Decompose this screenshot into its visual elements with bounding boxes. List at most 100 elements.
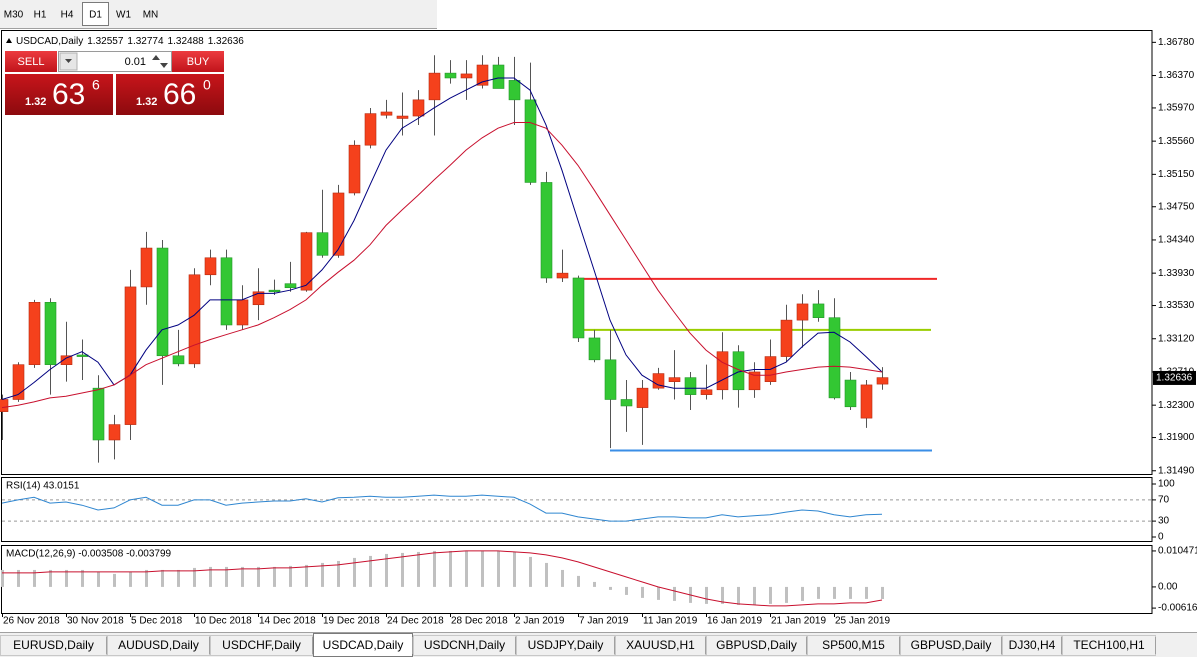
- ask-price-box[interactable]: 1.32 66 0: [116, 74, 224, 115]
- symbol-tab[interactable]: USDCNH,Daily: [413, 635, 516, 656]
- tab-label[interactable]: DJ30,H4: [1009, 638, 1056, 652]
- price-prefix[interactable]: 1.32: [25, 96, 46, 108]
- tab-label[interactable]: GBPUSD,Daily: [911, 638, 992, 652]
- timeframe-label[interactable]: W1: [116, 10, 131, 21]
- collapse-icon: [6, 38, 12, 43]
- bid-price-box[interactable]: 1.32 63 6: [5, 74, 113, 115]
- tab-label[interactable]: GBPUSD,Daily: [716, 638, 797, 652]
- symbol-tab[interactable]: AUDUSD,Daily: [107, 635, 210, 656]
- price-sup[interactable]: 6: [92, 77, 100, 93]
- buy-button-face[interactable]: [172, 51, 224, 72]
- candle-body: [76, 354, 89, 357]
- tab-label[interactable]: USDCHF,Daily: [222, 638, 301, 652]
- panel-frame: [1, 545, 1153, 614]
- lot-input-field[interactable]: [58, 51, 172, 72]
- timeframe-button[interactable]: H1: [27, 2, 53, 26]
- macd-bar: [625, 586, 628, 595]
- macd-bar: [401, 552, 404, 587]
- symbol-tab[interactable]: GBPUSD,Daily: [900, 635, 1002, 656]
- price-prefix[interactable]: 1.32: [136, 96, 157, 108]
- timeframe-label[interactable]: M30: [4, 10, 24, 21]
- candle-body: [428, 72, 441, 101]
- lot-input[interactable]: 0.01: [58, 51, 172, 72]
- y-tick-label: 1.35970: [1158, 103, 1195, 114]
- symbol-tab[interactable]: SP500,M15: [807, 635, 900, 656]
- price-main[interactable]: 63: [52, 78, 85, 111]
- candle-body: [172, 355, 185, 365]
- symbol-tab[interactable]: USDCAD,Daily: [313, 633, 413, 657]
- macd-bar: [113, 573, 116, 587]
- timeframe-label[interactable]: D1: [89, 10, 102, 21]
- price-sup[interactable]: 0: [203, 77, 211, 93]
- symbol-header: USDCAD,Daily 1.32557 1.32774 1.32488 1.32636: [16, 36, 244, 47]
- price-main[interactable]: 66: [163, 78, 196, 111]
- timeframe-button[interactable]: M30: [0, 2, 27, 26]
- candle-body: [684, 377, 697, 395]
- symbol-tab[interactable]: GBPUSD,Daily: [706, 635, 807, 656]
- lot-value[interactable]: 0.01: [125, 56, 146, 68]
- macd-bar: [417, 551, 420, 587]
- symbol-tab[interactable]: EURUSD,Daily: [0, 635, 107, 656]
- buy-label[interactable]: BUY: [187, 56, 210, 68]
- timeframe-label[interactable]: MN: [143, 10, 159, 21]
- sell-button[interactable]: SELL: [5, 51, 57, 72]
- candle-body: [124, 286, 137, 425]
- timeframe-button[interactable]: W1: [110, 2, 137, 26]
- candle-body: [860, 384, 873, 419]
- spin-down[interactable]: [160, 63, 168, 68]
- symbol-tab[interactable]: XAUUSD,H1: [615, 635, 706, 656]
- symbol-tab[interactable]: USDCHF,Daily: [210, 635, 313, 656]
- macd-bar: [273, 566, 276, 587]
- ask-price-face[interactable]: [116, 74, 224, 115]
- x-tick-label: 10 Dec 2018: [195, 616, 252, 627]
- candle-body: [780, 319, 793, 357]
- tab-label[interactable]: EURUSD,Daily: [13, 638, 94, 652]
- macd-bar: [529, 556, 532, 587]
- macd-bar: [433, 550, 436, 587]
- dropdown-arrow[interactable]: [65, 59, 72, 63]
- macd-bar: [241, 566, 244, 587]
- tab-label[interactable]: SP500,M15: [822, 638, 885, 652]
- timeframe-label[interactable]: H4: [61, 10, 74, 21]
- y-tick-label: 70: [1158, 495, 1170, 506]
- timeframe-button-face[interactable]: [0, 2, 27, 26]
- symbol-tab[interactable]: USDJPY,Daily: [516, 635, 615, 656]
- timeframe-label[interactable]: H1: [34, 10, 47, 21]
- tab-label[interactable]: XAUUSD,H1: [626, 638, 695, 652]
- timeframe-button[interactable]: MN: [137, 2, 164, 26]
- symbol-tab[interactable]: DJ30,H4: [1002, 635, 1062, 656]
- macd-bar: [705, 586, 708, 604]
- tab-label[interactable]: USDCNH,Daily: [424, 638, 505, 652]
- candle-body: [156, 247, 169, 357]
- tab-label[interactable]: USDCAD,Daily: [323, 638, 404, 652]
- macd-bar: [81, 569, 84, 587]
- symbol-tab[interactable]: TECH100,H1: [1062, 635, 1156, 656]
- timeframe-button[interactable]: H4: [53, 2, 81, 26]
- macd-bar: [673, 586, 676, 601]
- spin-up[interactable]: [152, 55, 160, 60]
- timeframe-button-face[interactable]: [53, 2, 81, 26]
- y-tick-label: 1.31900: [1158, 432, 1195, 443]
- macd-bar: [369, 555, 372, 587]
- macd-bar: [865, 586, 868, 599]
- sell-button-face[interactable]: [5, 51, 57, 72]
- buy-button[interactable]: BUY: [172, 51, 224, 72]
- tab-label[interactable]: AUDUSD,Daily: [118, 638, 199, 652]
- candle-body: [876, 377, 889, 385]
- timeframe-button-face[interactable]: [27, 2, 53, 26]
- tab-label[interactable]: USDJPY,Daily: [528, 638, 604, 652]
- y-tick-label: 1.32300: [1158, 400, 1195, 411]
- tab-label[interactable]: TECH100,H1: [1073, 638, 1145, 652]
- timeframe-button-face[interactable]: [82, 2, 109, 26]
- x-tick-label: 11 Jan 2019: [643, 616, 698, 627]
- macd-bar: [577, 575, 580, 587]
- macd-bar: [289, 565, 292, 587]
- bid-price-face[interactable]: [5, 74, 113, 115]
- candle-body: [12, 364, 25, 400]
- sell-label[interactable]: SELL: [18, 56, 45, 68]
- timeframe-button-face[interactable]: [137, 2, 164, 26]
- timeframe-button[interactable]: D1: [82, 2, 109, 26]
- timeframe-button-face[interactable]: [110, 2, 137, 26]
- candle-body: [268, 289, 281, 293]
- macd-bar: [833, 586, 836, 599]
